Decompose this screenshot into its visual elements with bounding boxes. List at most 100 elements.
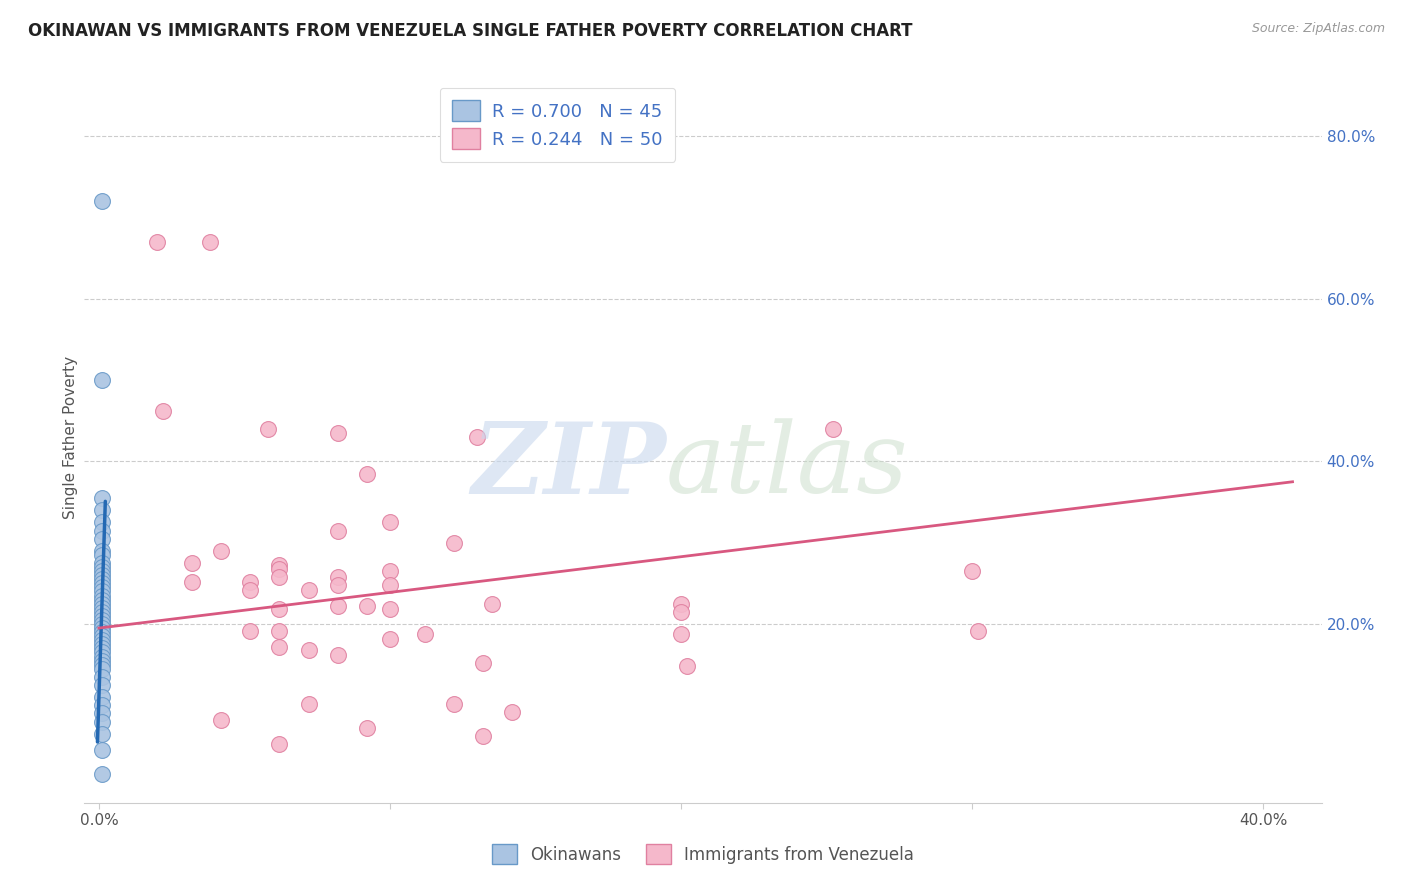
Point	[269, 640, 291, 654]
Point	[472, 656, 495, 670]
Point	[356, 599, 378, 614]
Point	[962, 564, 984, 578]
Point	[326, 578, 349, 592]
Point	[669, 605, 692, 619]
Point	[269, 624, 291, 638]
Point	[90, 560, 112, 574]
Point	[239, 624, 262, 638]
Point	[676, 659, 699, 673]
Point	[90, 637, 112, 651]
Point	[481, 597, 503, 611]
Point	[90, 194, 112, 209]
Point	[269, 570, 291, 584]
Point	[967, 624, 990, 638]
Point	[90, 617, 112, 632]
Point	[378, 564, 401, 578]
Legend: R = 0.700   N = 45, R = 0.244   N = 50: R = 0.700 N = 45, R = 0.244 N = 50	[440, 87, 675, 162]
Point	[669, 626, 692, 640]
Point	[90, 706, 112, 721]
Point	[90, 503, 112, 517]
Point	[326, 425, 349, 440]
Point	[297, 582, 319, 597]
Point	[146, 235, 169, 249]
Point	[90, 625, 112, 640]
Point	[326, 599, 349, 614]
Point	[90, 576, 112, 591]
Point	[90, 600, 112, 615]
Point	[90, 524, 112, 538]
Point	[326, 570, 349, 584]
Point	[90, 629, 112, 643]
Point	[90, 621, 112, 635]
Point	[90, 654, 112, 668]
Point	[90, 767, 112, 781]
Point	[90, 662, 112, 676]
Point	[90, 597, 112, 611]
Point	[181, 574, 204, 589]
Point	[209, 713, 232, 727]
Point	[90, 657, 112, 672]
Point	[90, 690, 112, 705]
Text: ZIP: ZIP	[471, 418, 666, 515]
Point	[297, 643, 319, 657]
Point	[90, 608, 112, 623]
Point	[821, 422, 844, 436]
Point	[90, 548, 112, 562]
Point	[90, 645, 112, 659]
Point	[413, 626, 436, 640]
Point	[669, 597, 692, 611]
Point	[90, 564, 112, 578]
Text: atlas: atlas	[666, 418, 908, 514]
Y-axis label: Single Father Poverty: Single Father Poverty	[63, 356, 77, 518]
Point	[356, 721, 378, 735]
Point	[297, 697, 319, 711]
Point	[326, 524, 349, 538]
Point	[269, 737, 291, 751]
Point	[378, 602, 401, 616]
Point	[90, 714, 112, 729]
Point	[90, 581, 112, 595]
Text: Source: ZipAtlas.com: Source: ZipAtlas.com	[1251, 22, 1385, 36]
Point	[378, 632, 401, 646]
Point	[256, 422, 278, 436]
Legend: Okinawans, Immigrants from Venezuela: Okinawans, Immigrants from Venezuela	[485, 838, 921, 871]
Point	[378, 578, 401, 592]
Point	[443, 535, 465, 549]
Point	[90, 544, 112, 558]
Point	[472, 729, 495, 743]
Point	[90, 633, 112, 648]
Point	[90, 584, 112, 599]
Point	[90, 568, 112, 582]
Point	[90, 605, 112, 619]
Point	[90, 613, 112, 627]
Point	[443, 697, 465, 711]
Point	[198, 235, 221, 249]
Point	[90, 572, 112, 586]
Point	[209, 544, 232, 558]
Point	[239, 574, 262, 589]
Point	[269, 602, 291, 616]
Point	[152, 404, 174, 418]
Point	[269, 558, 291, 573]
Point	[501, 705, 523, 719]
Point	[90, 670, 112, 684]
Point	[90, 373, 112, 387]
Point	[90, 649, 112, 664]
Point	[181, 556, 204, 570]
Point	[90, 678, 112, 692]
Point	[90, 592, 112, 607]
Point	[378, 516, 401, 530]
Point	[467, 430, 489, 444]
Point	[356, 467, 378, 481]
Point	[90, 743, 112, 757]
Point	[90, 698, 112, 713]
Point	[90, 491, 112, 505]
Point	[90, 727, 112, 741]
Point	[269, 562, 291, 576]
Point	[90, 532, 112, 546]
Text: OKINAWAN VS IMMIGRANTS FROM VENEZUELA SINGLE FATHER POVERTY CORRELATION CHART: OKINAWAN VS IMMIGRANTS FROM VENEZUELA SI…	[28, 22, 912, 40]
Point	[90, 589, 112, 603]
Point	[90, 556, 112, 570]
Point	[239, 582, 262, 597]
Point	[90, 516, 112, 530]
